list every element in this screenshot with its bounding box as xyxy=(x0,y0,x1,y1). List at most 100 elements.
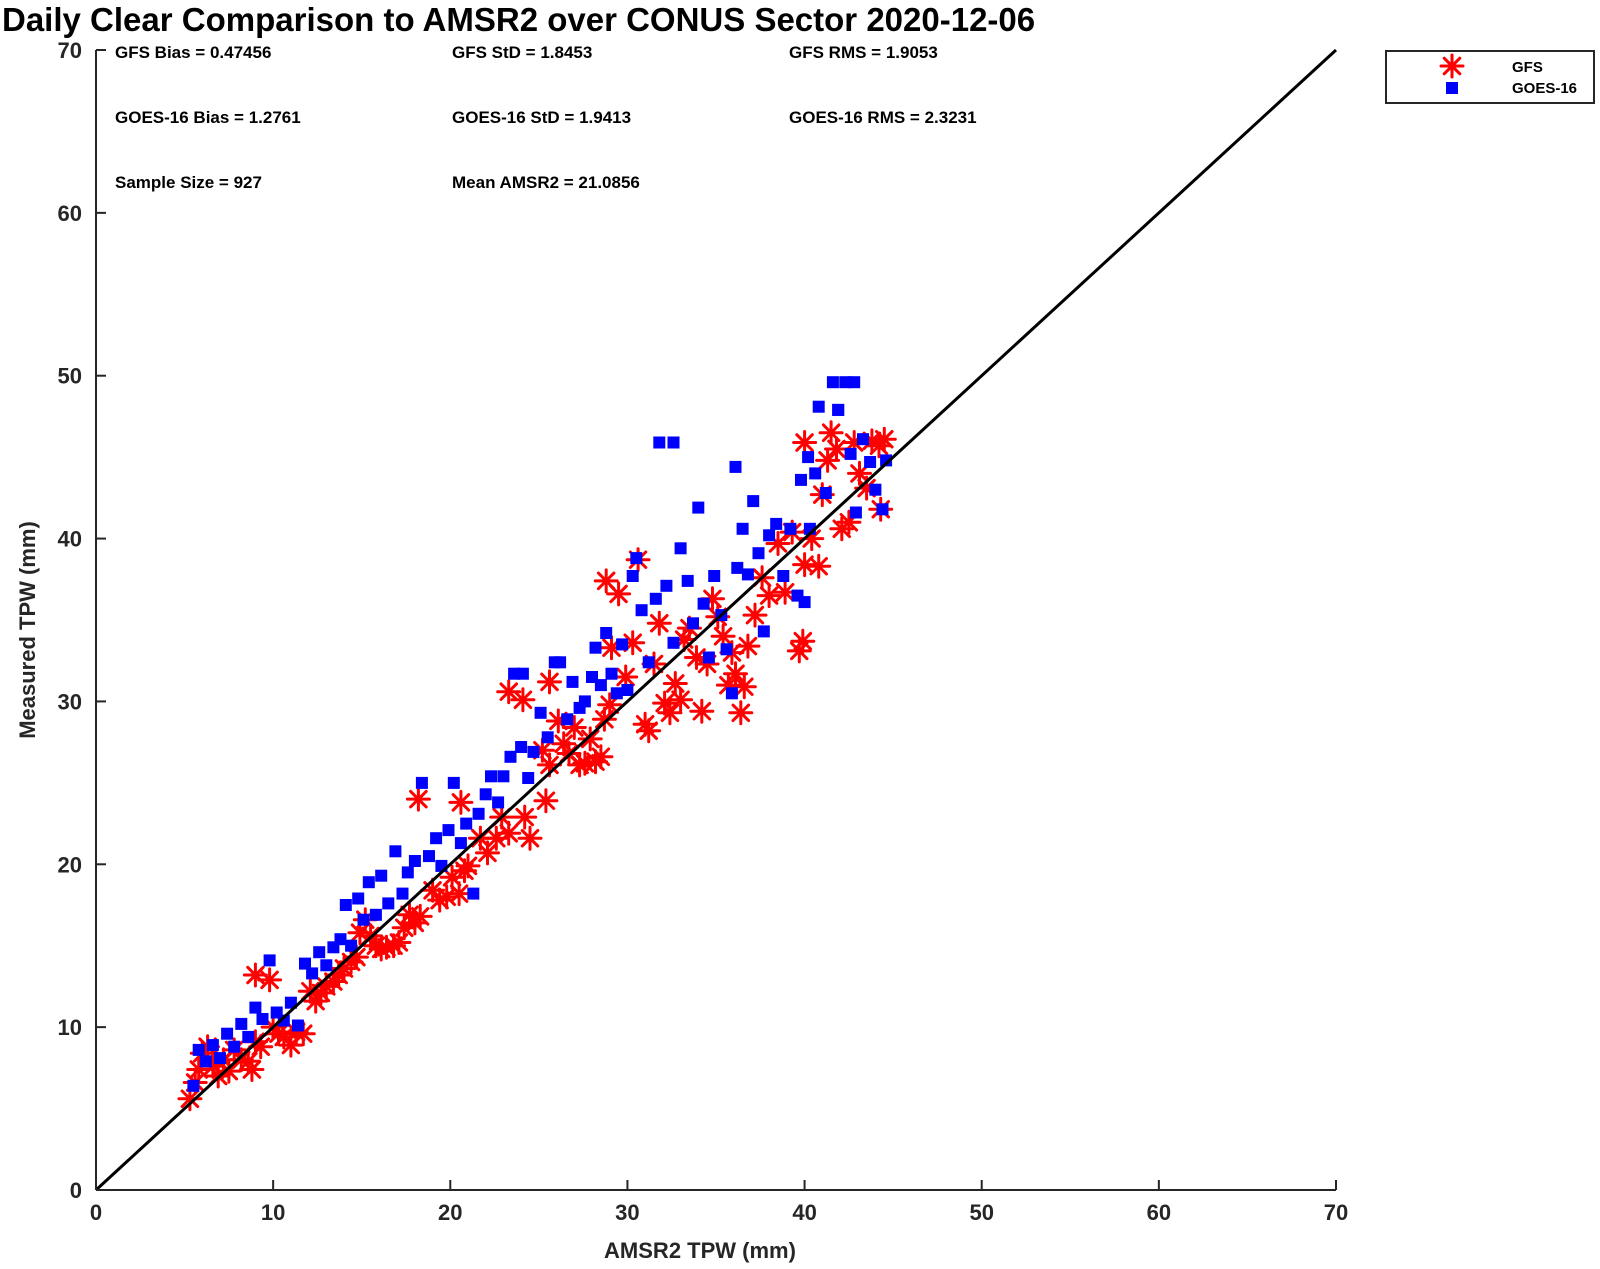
y-axis-label: Measured TPW (mm) xyxy=(15,521,40,739)
goes16-point xyxy=(869,483,882,496)
goes16-point xyxy=(401,866,414,879)
stat-annotation: GFS StD = 1.8453 xyxy=(452,43,592,62)
goes16-point xyxy=(192,1043,205,1056)
goes16-point xyxy=(534,706,547,719)
gfs-point xyxy=(636,718,662,744)
goes16-point xyxy=(497,770,510,783)
x-tick-label: 0 xyxy=(90,1200,102,1225)
gfs-point xyxy=(613,664,639,690)
x-axis-label: AMSR2 TPW (mm) xyxy=(604,1238,796,1263)
gfs-point xyxy=(597,692,623,718)
gfs-point xyxy=(847,460,872,486)
x-tick-label: 20 xyxy=(438,1200,462,1225)
goes16-point xyxy=(720,643,733,656)
gfs-point xyxy=(239,1057,265,1082)
stat-annotation: GOES-16 StD = 1.9413 xyxy=(452,108,631,127)
goes16-point xyxy=(277,1014,290,1027)
goes16-point xyxy=(795,473,807,486)
goes16-point xyxy=(516,667,529,680)
legend-box xyxy=(1385,50,1595,104)
stat-annotation: GFS Bias = 0.47456 xyxy=(115,43,271,62)
gfs-point xyxy=(448,789,474,815)
gfs-point xyxy=(815,447,841,473)
gfs-point xyxy=(668,687,694,713)
goes16-point xyxy=(864,456,877,468)
goes16-point xyxy=(522,772,535,784)
goes16-point xyxy=(389,845,402,858)
gfs-point xyxy=(407,903,433,929)
stat-annotation: GFS RMS = 1.9053 xyxy=(789,43,938,62)
gfs-point xyxy=(824,436,849,462)
legend-marker-goes16 xyxy=(1446,82,1458,94)
legend-label-gfs: GFS xyxy=(1512,59,1543,76)
goes16-point xyxy=(504,750,517,763)
goes16-point xyxy=(460,817,473,830)
goes16-point xyxy=(784,522,797,535)
goes16-point xyxy=(725,687,738,700)
goes16-point xyxy=(554,656,567,669)
goes16-point xyxy=(667,636,680,649)
gfs-point xyxy=(657,700,683,726)
goes16-point xyxy=(339,899,352,911)
goes16-point xyxy=(616,638,629,651)
goes16-point xyxy=(508,667,521,680)
plot-axes xyxy=(94,48,1338,1192)
goes16-point xyxy=(594,679,607,692)
goes16-point xyxy=(747,495,760,508)
goes16-point xyxy=(876,503,889,516)
goes16-point xyxy=(653,436,666,449)
gfs-point xyxy=(792,430,818,455)
gfs-point xyxy=(599,635,624,661)
goes16-point xyxy=(702,651,715,664)
goes16-point xyxy=(199,1055,212,1068)
goes16-point xyxy=(667,436,680,449)
statistics-annotations: GFS Bias = 0.47456 GFS StD = 1.8453 GFS RM… xyxy=(115,43,977,192)
goes16-point xyxy=(626,570,639,582)
gfs-point xyxy=(455,853,481,879)
gfs-point xyxy=(577,726,603,752)
goes16-point xyxy=(442,824,455,837)
goes16-point xyxy=(527,745,540,758)
goes16-point xyxy=(541,731,554,744)
goes16-point xyxy=(649,592,662,605)
y-tick-label: 40 xyxy=(58,527,82,552)
goes16-point xyxy=(731,561,744,574)
goes16-point xyxy=(763,529,776,542)
goes16-point xyxy=(848,376,861,389)
goes16-point xyxy=(306,967,319,980)
y-tick-label: 30 xyxy=(58,689,82,714)
gfs-point xyxy=(606,581,632,607)
goes16-point xyxy=(299,957,311,970)
goes16-point xyxy=(697,597,710,610)
goes16-point xyxy=(729,460,742,473)
goes16-point xyxy=(447,776,460,789)
gfs-point xyxy=(405,786,431,812)
goes16-point xyxy=(621,684,634,696)
gfs-point xyxy=(510,687,536,713)
x-tick-label: 10 xyxy=(261,1200,285,1225)
goes16-point xyxy=(408,855,421,867)
goes16-point xyxy=(798,596,811,609)
gfs-point xyxy=(728,700,754,726)
goes16-point xyxy=(687,617,699,630)
stat-annotation: Sample Size = 927 xyxy=(115,173,262,192)
gfs-point xyxy=(512,804,538,830)
legend-marker-gfs xyxy=(1439,53,1465,79)
gfs-point xyxy=(537,669,562,695)
gfs-point xyxy=(446,881,472,907)
goes16-point xyxy=(857,433,869,446)
goes16-point xyxy=(802,451,815,464)
goes16-point xyxy=(674,542,687,555)
gfs-point xyxy=(818,420,844,446)
gfs-point xyxy=(792,552,818,578)
gfs-point xyxy=(723,661,748,687)
goes16-point xyxy=(741,568,754,581)
goes16-point xyxy=(752,547,765,560)
goes16-point xyxy=(369,908,382,921)
y-tick-label: 0 xyxy=(70,1178,82,1203)
goes16-point xyxy=(630,552,643,565)
goes16-point xyxy=(777,570,790,582)
goes16-point xyxy=(472,807,485,820)
gfs-point xyxy=(646,610,672,636)
